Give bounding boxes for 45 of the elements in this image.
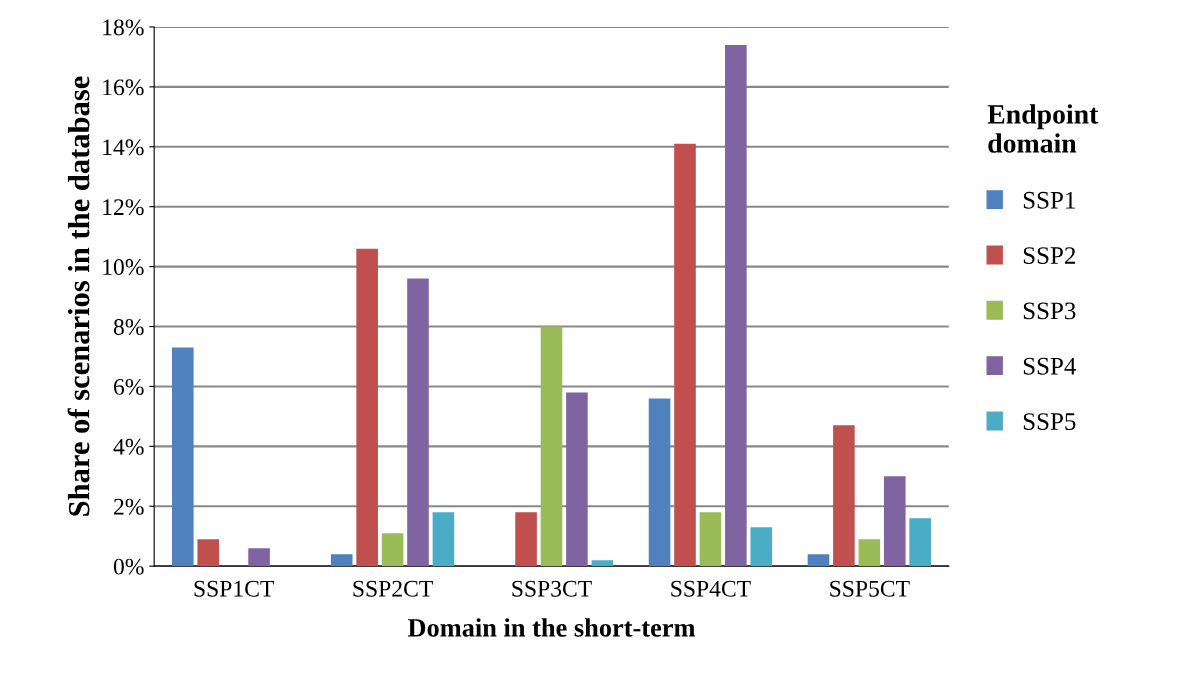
y-tick-label: 4% xyxy=(113,438,144,455)
x-axis-title: Domain in the short-term xyxy=(407,618,696,637)
bar xyxy=(566,392,588,567)
bar xyxy=(674,143,696,567)
bar xyxy=(699,512,722,567)
bar xyxy=(356,248,378,567)
bar xyxy=(171,347,194,567)
legend-label: SSP1 xyxy=(1023,191,1075,209)
y-tick-label: 2% xyxy=(114,498,144,515)
x-tick-label: SSP2CT xyxy=(353,580,433,597)
y-axis-title: Share of scenarios in the database xyxy=(67,76,90,516)
bar xyxy=(858,539,881,567)
bar xyxy=(807,554,830,567)
legend-label: SSP2 xyxy=(1023,247,1076,264)
legend-title: Endpoint domain xyxy=(987,104,1099,153)
y-tick-label: 10% xyxy=(103,259,144,276)
bar xyxy=(197,539,220,567)
y-tick-label: 0% xyxy=(113,558,144,575)
y-tick-label: 8% xyxy=(113,319,144,336)
y-tick-label: 18% xyxy=(103,19,144,36)
y-tick-label: 6% xyxy=(114,378,144,395)
y-tick-label: 12% xyxy=(103,199,144,216)
bar xyxy=(330,554,353,567)
bar xyxy=(432,512,455,567)
bar xyxy=(648,398,671,567)
x-tick-label: SSP4CT xyxy=(671,580,751,597)
x-tick-label: SSP3CT xyxy=(512,580,592,597)
bar xyxy=(591,560,614,567)
legend-label: SSP5 xyxy=(1023,413,1076,430)
x-tick-label: SSP5CT xyxy=(830,580,910,597)
bar xyxy=(750,527,773,567)
bar xyxy=(540,326,563,567)
bar xyxy=(833,425,855,567)
bar xyxy=(725,44,747,567)
legend-label: SSP3 xyxy=(1023,302,1076,320)
legend-label: SSP4 xyxy=(1023,357,1077,375)
bar xyxy=(407,278,429,567)
bar xyxy=(883,476,906,567)
bar xyxy=(381,533,404,567)
bar xyxy=(515,512,537,567)
y-tick-label: 14% xyxy=(103,139,144,156)
y-tick-label: 16% xyxy=(103,79,144,96)
bar xyxy=(248,548,270,567)
bar xyxy=(909,518,931,567)
x-tick-label: SSP1CT xyxy=(194,580,274,597)
